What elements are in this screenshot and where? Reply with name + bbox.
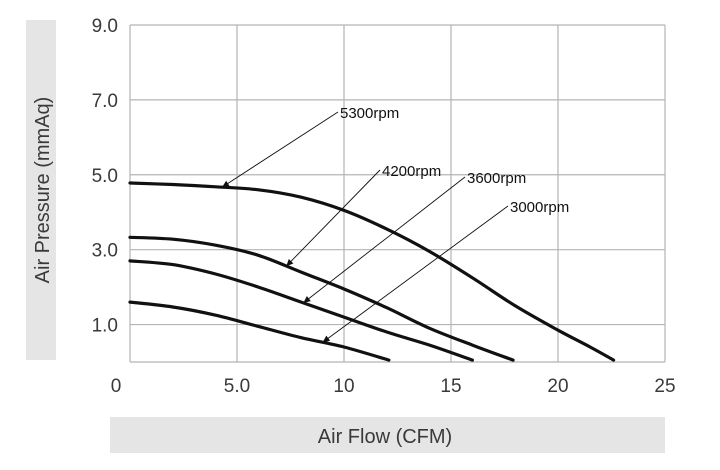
y-tick-label-0: 1.0: [92, 316, 118, 337]
callout-arrowhead-3000rpm: [322, 335, 331, 343]
tick-labels: 0 5.0 10 15 20 25 1.0 3.0 5.0 7.0 9.0: [92, 16, 676, 397]
callout-leader-3600rpm: [303, 176, 466, 304]
x-tick-label-0: 0: [111, 376, 122, 397]
x-tick-label-3: 15: [440, 376, 461, 397]
x-axis-title: Air Flow (CFM): [318, 426, 452, 448]
rpm-callouts: 5300rpm 4200rpm 3600rpm 3000rpm: [221, 105, 569, 343]
y-tick-label-1: 3.0: [92, 241, 118, 262]
curve-4200rpm: [128, 235, 515, 362]
performance-curves: [128, 181, 616, 362]
curve-3000rpm: [128, 300, 391, 362]
y-axis-title-band: [26, 20, 56, 360]
x-axis-title-band: [110, 417, 665, 453]
callout-leader-3000rpm: [322, 205, 509, 343]
callout-label-3600rpm: 3600rpm: [467, 170, 526, 187]
callout-arrowhead-5300rpm: [222, 180, 230, 188]
grid: [129, 24, 666, 363]
x-tick-label-5: 25: [654, 376, 675, 397]
curve-3600rpm: [128, 259, 474, 362]
y-tick-label-4: 9.0: [92, 16, 118, 37]
callout-label-5300rpm: 5300rpm: [340, 105, 399, 122]
y-tick-label-2: 5.0: [92, 166, 118, 187]
callout-leader-4200rpm: [285, 169, 381, 267]
y-axis-title: Air Pressure (mmAq): [32, 97, 54, 284]
callout-label-4200rpm: 4200rpm: [382, 163, 441, 180]
callout-label-3000rpm: 3000rpm: [510, 199, 569, 216]
callout-arrowhead-4200rpm: [286, 258, 294, 267]
callout-leader-5300rpm: [221, 111, 339, 188]
x-tick-label-1: 5.0: [224, 376, 250, 397]
curve-5300rpm: [128, 181, 616, 362]
callout-arrowhead-3600rpm: [303, 296, 311, 303]
x-tick-label-2: 10: [333, 376, 354, 397]
x-tick-label-4: 20: [547, 376, 568, 397]
y-tick-label-3: 7.0: [92, 91, 118, 112]
